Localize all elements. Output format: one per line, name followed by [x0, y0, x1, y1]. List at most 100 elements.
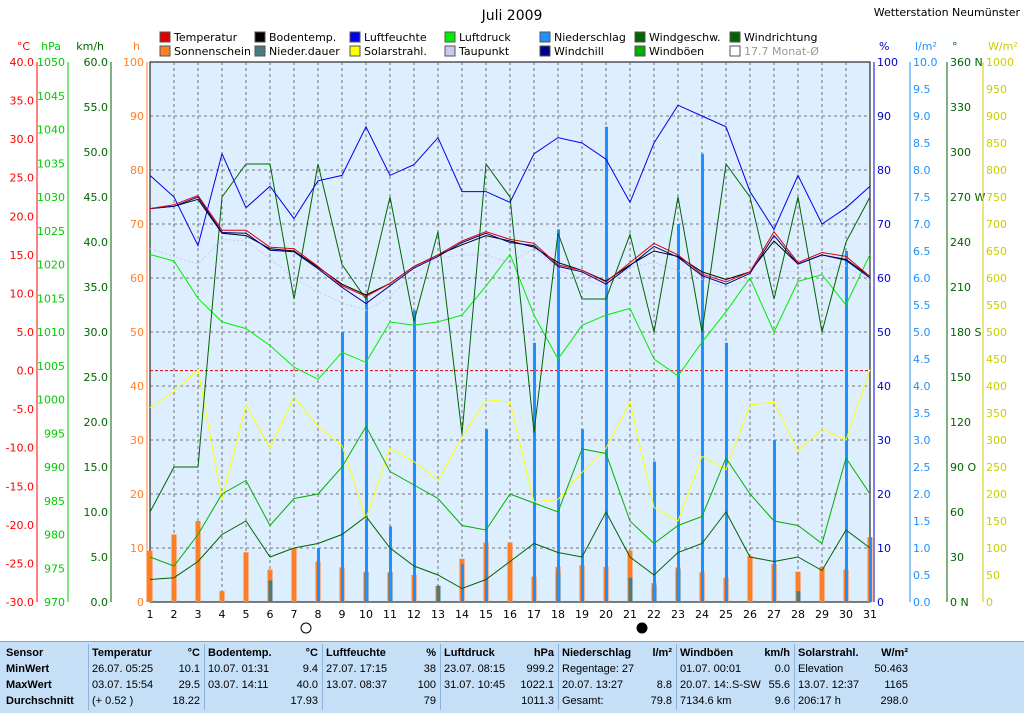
axis-tick-label: 90 — [130, 110, 144, 123]
precipitation-bar — [653, 461, 656, 602]
axis-tick-label: 300 — [950, 146, 971, 159]
axis-tick-label: 0.0 — [91, 596, 109, 609]
stats-cell-info: 13.07. 08:37 — [326, 679, 388, 691]
x-tick-label: 8 — [315, 608, 322, 621]
axis-tick-label: 30 — [950, 551, 964, 564]
stats-row: 10.07. 01:31 9.4 — [208, 661, 322, 677]
stats-cell-info: 20.07. 14:.S-SW — [680, 679, 761, 691]
legend-swatch — [159, 31, 171, 43]
legend-swatch — [729, 45, 741, 57]
axis-tick-label: 30.0 — [10, 133, 35, 146]
axis-tick-label: 15.0 — [10, 249, 35, 262]
axis-tick-label: -20.0 — [6, 519, 34, 532]
axis-tick-label: 450 — [986, 353, 1007, 366]
axis-tick-label: 8.5 — [913, 137, 931, 150]
axis-tick-label: 10.0 — [84, 506, 109, 519]
stats-row: Durchschnitt — [6, 695, 74, 707]
stats-header-unit: % — [426, 647, 436, 659]
series-line-luftfeuchte — [149, 104, 871, 248]
precipitation-bar — [605, 126, 608, 603]
stats-cell-info: Gesamt: — [562, 695, 604, 707]
stats-cell-value: 1165 — [884, 679, 908, 691]
axis-tick-label: 25.0 — [10, 172, 35, 185]
axis-tick-label: 0 — [877, 596, 884, 609]
precip-duration-bar — [628, 577, 633, 602]
legend-swatch — [634, 31, 646, 43]
stats-cell-value: 9.6 — [774, 695, 790, 707]
stats-header: Solarstrahl. W/m² — [798, 645, 912, 661]
stats-header-unit: °C — [305, 647, 318, 659]
legend-label: Luftdruck — [459, 31, 511, 44]
stats-row: 17.93 — [208, 693, 322, 709]
legend-swatch — [159, 45, 171, 57]
stats-row: MinWert — [6, 663, 50, 675]
axis-tick-label: 5.0 — [91, 551, 109, 564]
legend-swatch — [254, 31, 266, 43]
sunshine-bar — [243, 552, 249, 602]
axis-tick-label: 20 — [130, 488, 144, 501]
axis-tick-label: 150 — [986, 515, 1007, 528]
axis-tick-label: 300 — [986, 434, 1007, 447]
axis-tick-label: 30.0 — [84, 326, 109, 339]
stats-row: 13.07. 12:37 1165 — [798, 677, 912, 693]
x-tick-label: 26 — [743, 608, 757, 621]
stats-row: (+ 0.52 ) 18.22 — [92, 693, 204, 709]
x-tick-label: 11 — [383, 608, 397, 621]
sunshine-bar — [795, 571, 801, 602]
axis-tick-label: 985 — [44, 495, 65, 508]
axis-tick-label: 650 — [986, 245, 1007, 258]
stats-separator — [558, 644, 559, 710]
series-line-temperatur — [149, 194, 871, 298]
stats-cell-value: 50.463 — [874, 663, 908, 675]
axis-tick-label: 35.0 — [10, 95, 35, 108]
stats-row: 13.07. 08:37 100 — [326, 677, 440, 693]
stats-separator — [322, 644, 323, 710]
stats-cell-value: 79 — [423, 695, 436, 707]
stats-cell-value: 100 — [417, 679, 436, 691]
axis-tick-label: 5.0 — [17, 326, 35, 339]
legend-swatch — [349, 31, 361, 43]
axis-tick-label: 0.5 — [913, 569, 931, 582]
x-tick-label: 22 — [647, 608, 661, 621]
axis-tick-label: 550 — [986, 299, 1007, 312]
axis-unit: W/m² — [988, 40, 1018, 53]
sunshine-bar — [747, 556, 753, 602]
new-moon-icon — [636, 622, 648, 634]
stats-cell-info: 13.07. 12:37 — [798, 679, 860, 691]
stats-cell-value: 55.6 — [768, 679, 790, 691]
legend-swatch — [444, 31, 456, 43]
stats-column: Sensor MinWert MaxWert Durchschnitt — [6, 645, 88, 709]
axis-tick-label: 10.0 — [10, 287, 35, 300]
axis-tick-label: 4.0 — [913, 380, 931, 393]
axis-tick-label: 1015 — [37, 292, 65, 305]
stats-cell-value: 10.1 — [178, 663, 200, 675]
axis-tick-label: 900 — [986, 110, 1007, 123]
axis-tick-label: 20.0 — [10, 210, 35, 223]
legend-label: 17.7 Monat-Ø — [744, 45, 819, 58]
axis-tick-label: 270 W — [950, 191, 985, 204]
axis-tick-label: 1030 — [37, 191, 65, 204]
axis-tick-label: 400 — [986, 380, 1007, 393]
axis-tick-label: 40.0 — [84, 236, 109, 249]
axis-tick-label: 50 — [986, 569, 1000, 582]
stats-cell-value: 1011.3 — [521, 695, 554, 707]
x-tick-label: 13 — [431, 608, 445, 621]
stats-header: Temperatur °C — [92, 645, 204, 661]
axis-tick-label: 90 — [877, 110, 891, 123]
x-tick-label: 16 — [503, 608, 517, 621]
legend-label: Solarstrahl. — [364, 45, 427, 58]
axis-tick-label: 5.0 — [913, 326, 931, 339]
x-tick-label: 14 — [455, 608, 469, 621]
stats-cell-value: 999.2 — [526, 663, 554, 675]
axis-tick-label: 10 — [877, 542, 891, 555]
axis-tick-label: 210 — [950, 281, 971, 294]
sunshine-bar — [819, 566, 825, 602]
stats-cell-value: 9.4 — [302, 663, 318, 675]
precipitation-bar — [725, 342, 728, 602]
x-tick-label: 17 — [527, 608, 541, 621]
sunshine-bar — [147, 550, 153, 602]
precipitation-bar — [869, 537, 872, 602]
legend-label: Temperatur — [173, 31, 238, 44]
axis-tick-label: 200 — [986, 488, 1007, 501]
axis-tick-label: -30.0 — [6, 596, 34, 609]
